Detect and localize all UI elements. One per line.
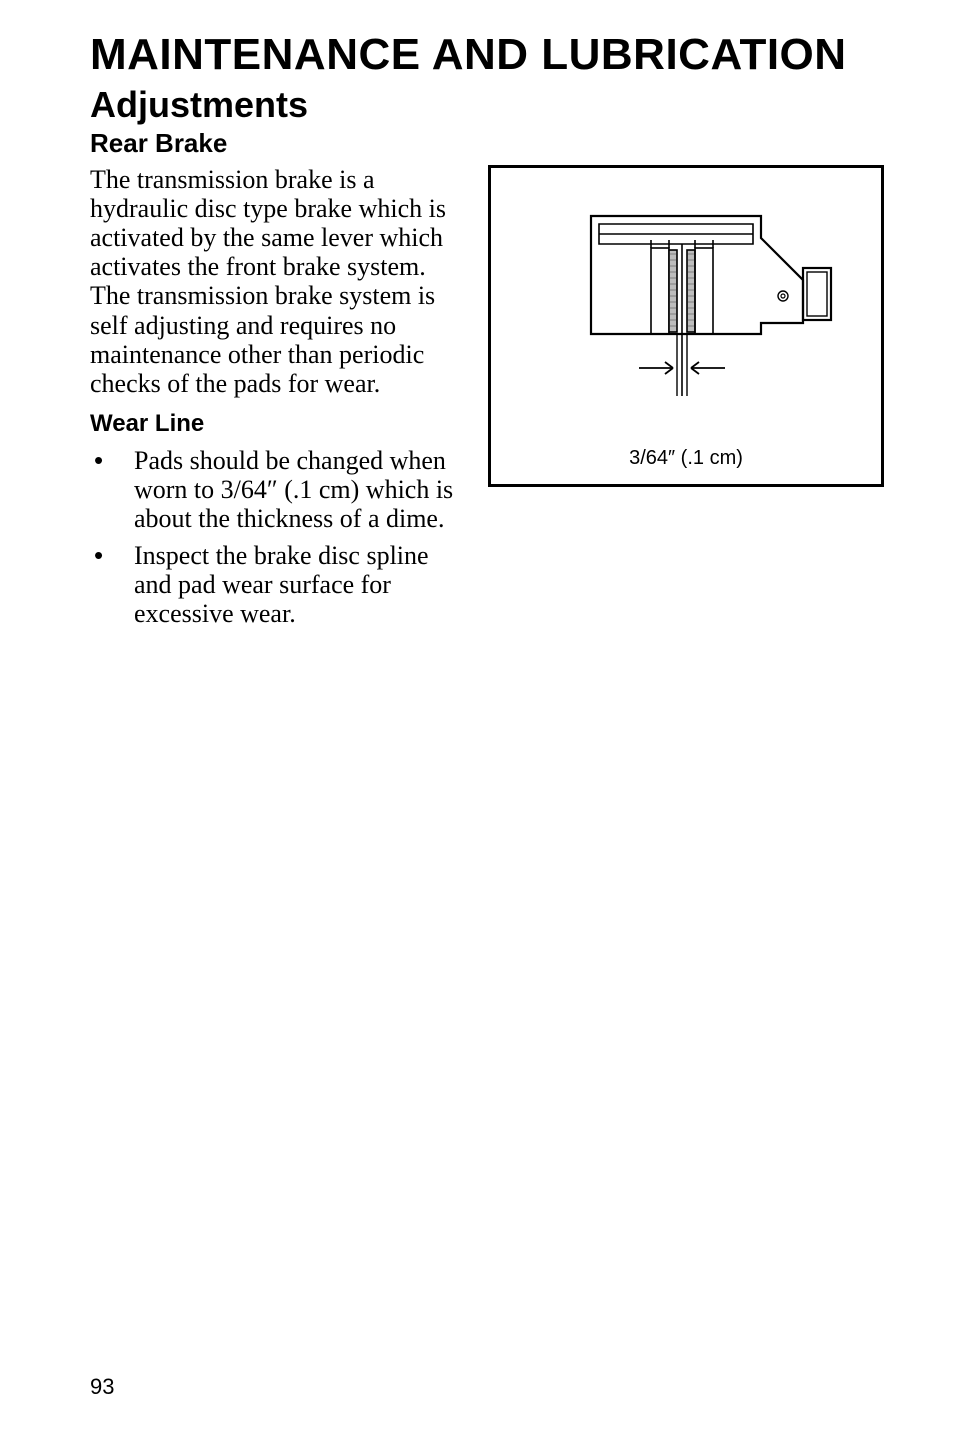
wear-line-heading: Wear Line [90, 410, 460, 438]
body-paragraph: The transmission brake is a hydraulic di… [90, 165, 460, 398]
page-title: MAINTENANCE AND LUBRICATION [90, 30, 884, 80]
content-row: The transmission brake is a hydraulic di… [90, 165, 884, 637]
brake-diagram-svg [491, 168, 881, 428]
diagram-caption: 3/64″ (.1 cm) [491, 447, 881, 470]
left-column: The transmission brake is a hydraulic di… [90, 165, 460, 637]
page-container: MAINTENANCE AND LUBRICATION Adjustments … [0, 0, 954, 1454]
list-item: Pads should be changed when worn to 3/64… [90, 446, 460, 533]
right-column: 3/64″ (.1 cm) [488, 165, 884, 487]
brake-diagram-box: 3/64″ (.1 cm) [488, 165, 884, 487]
page-number: 93 [90, 1374, 114, 1400]
section-subtitle: Adjustments [90, 84, 884, 126]
section-subsub: Rear Brake [90, 128, 884, 159]
list-item: Inspect the brake disc spline and pad we… [90, 541, 460, 628]
bullet-list: Pads should be changed when worn to 3/64… [90, 446, 460, 629]
